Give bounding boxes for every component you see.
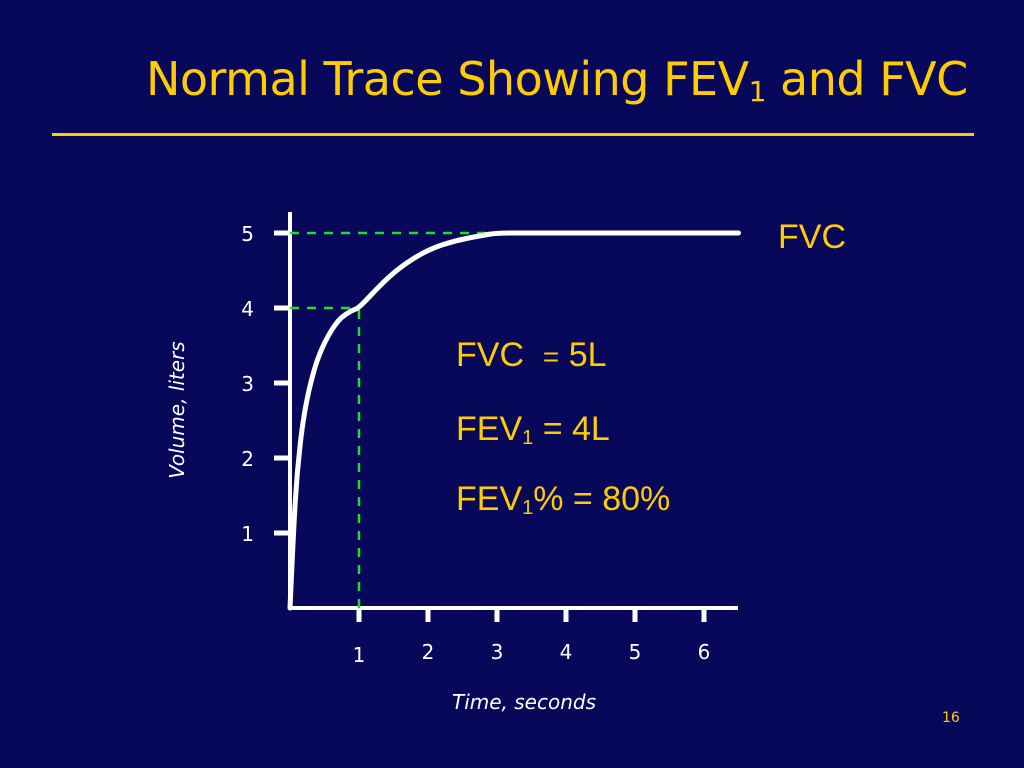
title-subscript: 1 (748, 75, 767, 108)
fev1-percent-text: FEV1% = 80% (456, 480, 671, 519)
page-number: 16 (942, 710, 960, 726)
fvc-volume-curve (287, 230, 741, 611)
slide-title: Normal Trace Showing FEV1 and FVC (146, 52, 968, 108)
x-tick-label: 6 (698, 640, 711, 664)
y-tick-label: 2 (241, 447, 254, 471)
y-tick-label: 4 (241, 297, 254, 321)
x-tick-label: 5 (629, 640, 642, 664)
title-underline (52, 133, 974, 136)
y-axis-label: Volume, liters (165, 341, 189, 479)
x-tick-label: 2 (422, 640, 435, 664)
fev1-value-text: FEV1 = 4L (456, 410, 610, 449)
fvc-value-text: FVC = 5L (456, 336, 607, 374)
x-tick-label: 4 (560, 640, 573, 664)
x-axis-label: Time, seconds (451, 690, 597, 714)
x-tick-label: 3 (491, 640, 504, 664)
y-tick-label: 1 (241, 522, 254, 546)
y-tick-label: 3 (241, 372, 254, 396)
y-tick-label: 5 (241, 222, 254, 246)
x-tick-label: 1 (353, 643, 366, 667)
curve-label-fvc: FVC (778, 218, 846, 256)
